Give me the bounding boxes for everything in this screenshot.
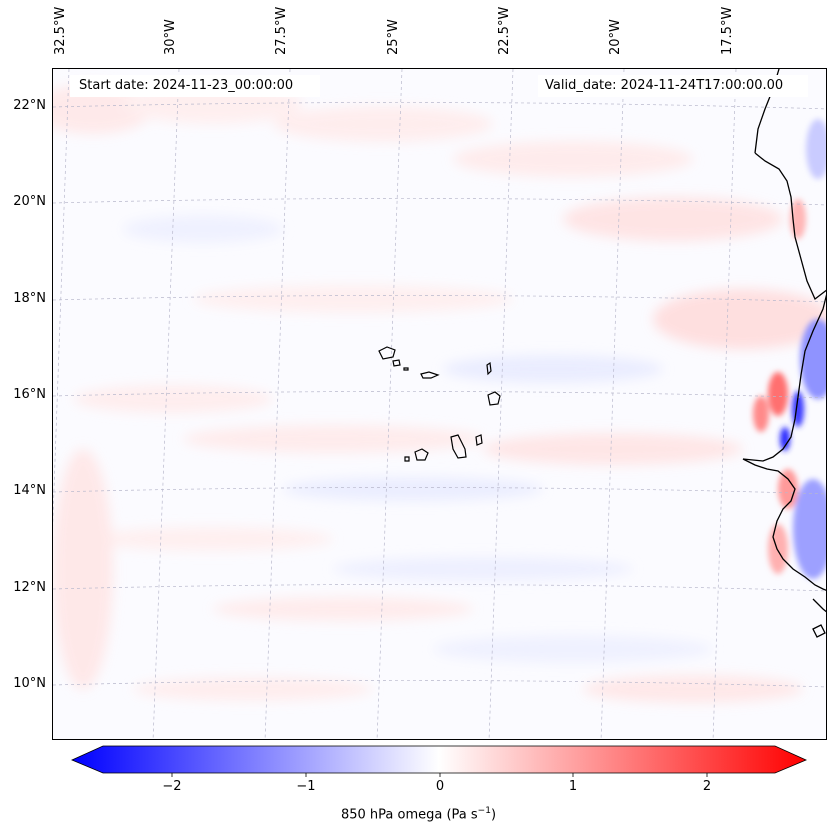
lat-label-20n: 20°N: [13, 194, 46, 209]
lat-label-10n: 10°N: [13, 676, 46, 691]
lat-label-14n: 14°N: [13, 483, 46, 498]
lat-label-12n: 12°N: [13, 580, 46, 595]
cape-verde-islands: [378, 346, 501, 462]
island-santo-antao: [378, 346, 396, 360]
island-sal: [486, 361, 492, 376]
island-maio: [475, 434, 483, 446]
west-africa-coastline: [742, 69, 826, 638]
island-santiago: [450, 434, 467, 459]
island-fogo: [414, 448, 429, 461]
start-date-box: [70, 75, 320, 97]
colorbar: [70, 745, 808, 777]
start-date-text: Start date: 2024-11-23_00:00:00: [79, 78, 294, 93]
lon-label-20w: 20°W: [608, 19, 623, 55]
lon-label-32-5w: 32.5°W: [53, 6, 68, 55]
omega-field-map: [53, 69, 826, 739]
cb-tick-1: 1: [568, 779, 578, 794]
lat-label-22n: 22°N: [13, 98, 46, 113]
colorbar-label-exponent: −1: [477, 806, 491, 816]
cb-tick-neg1: −1: [296, 779, 316, 794]
colorbar-ticks: [171, 773, 708, 777]
cb-tick-neg2: −2: [162, 779, 182, 794]
lat-label-18n: 18°N: [13, 291, 46, 306]
island-brava: [404, 456, 410, 462]
valid-date-text: Valid_date: 2024-11-24T17:00:00.00: [545, 78, 784, 93]
cb-tick-0: 0: [435, 779, 445, 794]
map-panel: [52, 68, 827, 740]
lon-label-22-5w: 22.5°W: [497, 6, 512, 55]
lat-label-16n: 16°N: [13, 387, 46, 402]
colorbar-label-text: 850 hPa omega (Pa s: [340, 807, 478, 823]
island-sao-nicolau: [420, 371, 440, 379]
colorbar-label: 850 hPa omega (Pa s−1): [0, 806, 837, 822]
lon-label-25w: 25°W: [386, 19, 401, 55]
lon-label-30w: 30°W: [163, 19, 178, 55]
coastal-omega-signals: [753, 119, 826, 579]
colorbar-body: [70, 745, 808, 774]
lon-label-17-5w: 17.5°W: [720, 6, 735, 55]
island-santa-luzia: [403, 367, 409, 371]
island-sao-vicente: [392, 359, 401, 367]
omega-field-shading: [53, 84, 826, 703]
cb-tick-2: 2: [702, 779, 712, 794]
island-boa-vista: [487, 391, 501, 406]
valid-date-box: [538, 75, 808, 97]
lon-label-27-5w: 27.5°W: [274, 6, 289, 55]
colorbar-label-close: ): [490, 807, 497, 823]
graticule: [53, 69, 826, 739]
